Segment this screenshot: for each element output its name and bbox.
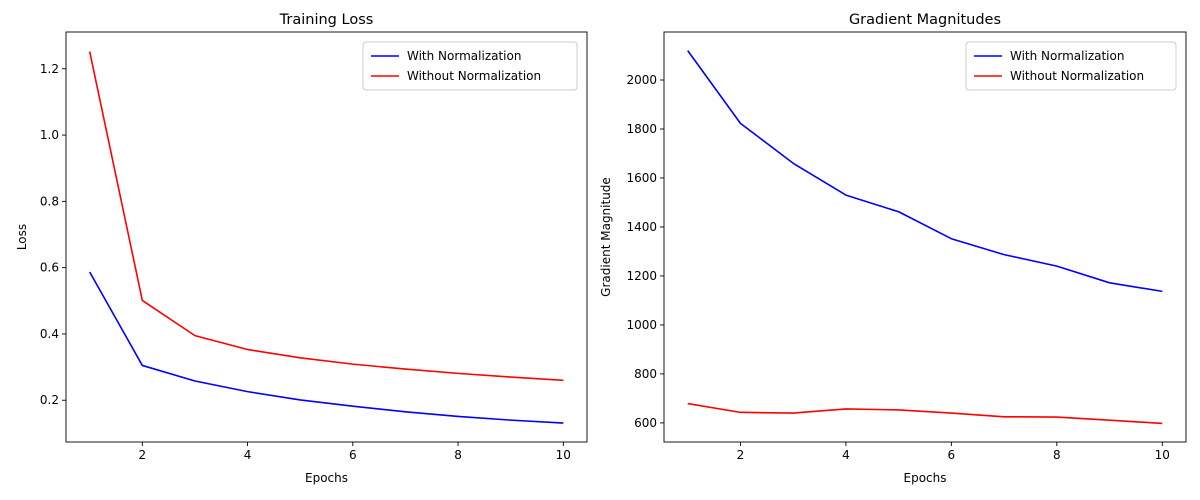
y-tick-label: 1400 <box>626 220 657 234</box>
x-tick-label: 2 <box>737 448 745 462</box>
y-tick-label: 0.2 <box>40 393 59 407</box>
x-tick-label: 4 <box>842 448 850 462</box>
series-line-1 <box>687 50 1163 293</box>
legend-label: With Normalization <box>407 49 521 63</box>
chart-title: Training Loss <box>279 12 374 28</box>
y-tick-label: 1200 <box>626 269 657 283</box>
series-line-2 <box>88 51 564 382</box>
x-tick-label: 8 <box>1053 448 1061 462</box>
x-tick-label: 6 <box>948 448 956 462</box>
x-tick-label: 4 <box>244 448 252 462</box>
x-tick-label: 2 <box>138 448 146 462</box>
y-tick-label: 0.4 <box>40 327 59 341</box>
chart-title: Gradient Magnitudes <box>849 12 1001 28</box>
legend-box <box>965 41 1177 91</box>
legend-label: Without Normalization <box>1010 69 1144 83</box>
legend: With Normalization Without Normalization <box>362 41 578 91</box>
y-axis-label: Loss <box>15 224 29 250</box>
series-line-2 <box>687 402 1163 425</box>
y-tick-label: 1.0 <box>40 128 59 142</box>
y-tick-label: 800 <box>634 367 657 381</box>
y-tick-label: 2000 <box>626 73 657 87</box>
legend-box <box>362 41 578 91</box>
chart-1: Training Loss 2 4 6 8 10 0.2 0.4 0.6 0.8 1.0 1.2 Epo… <box>15 12 588 485</box>
series-line-1 <box>88 271 564 424</box>
y-tick-label: 0.8 <box>40 194 59 208</box>
y-tick-label: 1600 <box>626 171 657 185</box>
x-tick-label: 10 <box>556 448 571 462</box>
x-tick-label: 6 <box>349 448 357 462</box>
y-tick-label: 600 <box>634 416 657 430</box>
legend-label: With Normalization <box>1010 49 1124 63</box>
plot-frame <box>663 31 1187 443</box>
y-tick-label: 1.2 <box>40 62 59 76</box>
x-axis-label: Epochs <box>305 471 348 485</box>
plot-frame <box>65 31 588 443</box>
chart-2: Gradient Magnitudes 2 4 6 8 10 600 800 1000 1200 1… <box>599 12 1187 485</box>
y-tick-label: 1000 <box>626 318 657 332</box>
y-axis-label: Gradient Magnitude <box>599 177 613 297</box>
x-tick-label: 10 <box>1155 448 1170 462</box>
x-axis-label: Epochs <box>904 471 947 485</box>
y-tick-label: 0.6 <box>40 261 59 275</box>
x-tick-label: 8 <box>454 448 462 462</box>
legend: With Normalization Without Normalization <box>965 41 1177 91</box>
legend-label: Without Normalization <box>407 69 541 83</box>
y-tick-label: 1800 <box>626 122 657 136</box>
